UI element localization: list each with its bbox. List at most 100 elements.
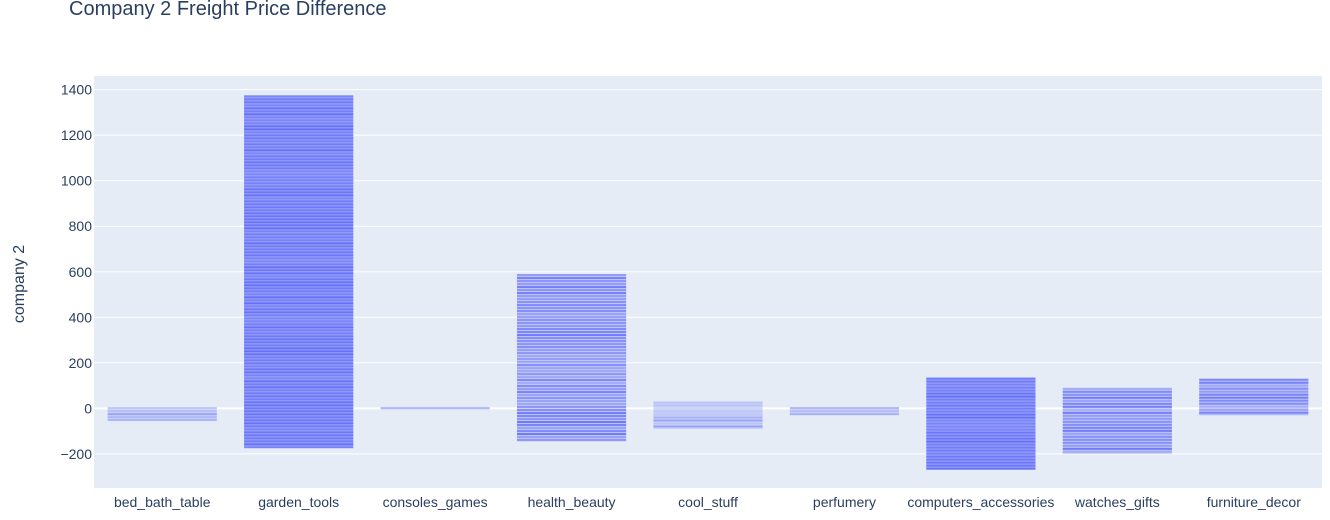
bar-segment [244,407,354,410]
bar-segment [244,374,354,377]
bar-segment [789,413,900,416]
bar-segment [926,419,1036,422]
bar-segment [244,428,354,431]
bar-segment [107,416,217,419]
bar-segment [516,373,627,376]
y-tick-label: 1000 [61,173,92,189]
bar-segment [1062,399,1172,402]
bar-segment [1062,444,1172,447]
x-tick-label: garden_tools [258,494,339,510]
bar-segment [244,311,354,314]
bar-segment [1199,405,1309,408]
bar-segment [1062,441,1172,444]
chart-title: Company 2 Freight Price Difference [69,0,387,20]
bar-segment [244,233,354,236]
bar-segment [244,137,354,140]
bar-segment [244,269,354,272]
bar-segment [516,400,627,403]
bar-segment [244,170,354,173]
bar-segment [244,305,354,308]
bar-segment [516,430,627,433]
x-tick-label: consoles_games [383,494,488,510]
bar-segment [244,278,354,281]
bar-segment [926,410,1036,413]
bar-segment [1199,384,1309,387]
bar-segment [244,446,354,449]
bar-segment [244,95,354,98]
bar-segment [926,455,1036,458]
bar-segment [1062,438,1172,441]
bar-segment [244,371,354,374]
bar-segment [516,310,627,313]
bar-segment [244,122,354,125]
bar-segment [1199,393,1309,396]
bar-segment [244,197,354,200]
bar-segment [244,107,354,110]
x-tick-label: bed_bath_table [114,494,211,510]
bar-segment [926,398,1036,401]
bar-segment [926,461,1036,464]
bar-segment [244,257,354,260]
bar-segment [244,251,354,254]
bar-segment [1062,390,1172,393]
bar-perfumery [789,407,900,416]
bar-segment [1062,414,1172,417]
bar-segment [516,406,627,409]
bar-segment [1062,429,1172,432]
bar-segment [516,361,627,364]
bar-segment [244,128,354,131]
bar-segment [926,383,1036,386]
bar-segment [244,410,354,413]
bar-segment [1199,399,1309,402]
bar-segment [244,239,354,242]
bar-segment [926,413,1036,416]
bar-segment [516,391,627,394]
bar-segment [516,301,627,304]
bar-segment [1062,420,1172,423]
bar-segment [653,404,763,407]
bar-segment [244,353,354,356]
bar-segment [516,292,627,295]
bar-segment [380,407,490,410]
x-tick-label: perfumery [813,494,876,510]
bar-segment [244,179,354,182]
bars [107,95,1309,470]
bar-segment [244,293,354,296]
bar-segment [1199,408,1309,411]
bar-segment [926,449,1036,452]
bar-segment [516,307,627,310]
bar-segment [244,404,354,407]
bar-segment [1199,381,1309,384]
bar-segment [1062,387,1172,390]
bar-segment [244,176,354,179]
bar-segment [516,397,627,400]
bar-segment [516,283,627,286]
bar-segment [244,422,354,425]
bar-segment [516,370,627,373]
x-tick-label: furniture_decor [1207,494,1302,510]
bar-segment [653,413,763,416]
bar-segment [926,458,1036,461]
bar-segment [244,230,354,233]
bar-segment [244,104,354,107]
bar-segment [516,325,627,328]
bar-segment [1062,417,1172,420]
bar-segment [244,386,354,389]
y-tick-label: 800 [69,218,93,234]
bar-segment [516,286,627,289]
bar-segment [516,349,627,352]
bar-segment [244,347,354,350]
bar-segment [244,350,354,353]
bar-segment [926,431,1036,434]
bar-segment [516,358,627,361]
bar-segment [1199,402,1309,405]
bar-segment [244,398,354,401]
bar-segment [926,428,1036,431]
bar-segment [244,401,354,404]
bar-segment [244,98,354,101]
bar-segment [516,424,627,427]
bar-segment [107,419,217,421]
bar-segment [926,380,1036,383]
bar-segment [926,452,1036,455]
bar-segment [244,329,354,332]
